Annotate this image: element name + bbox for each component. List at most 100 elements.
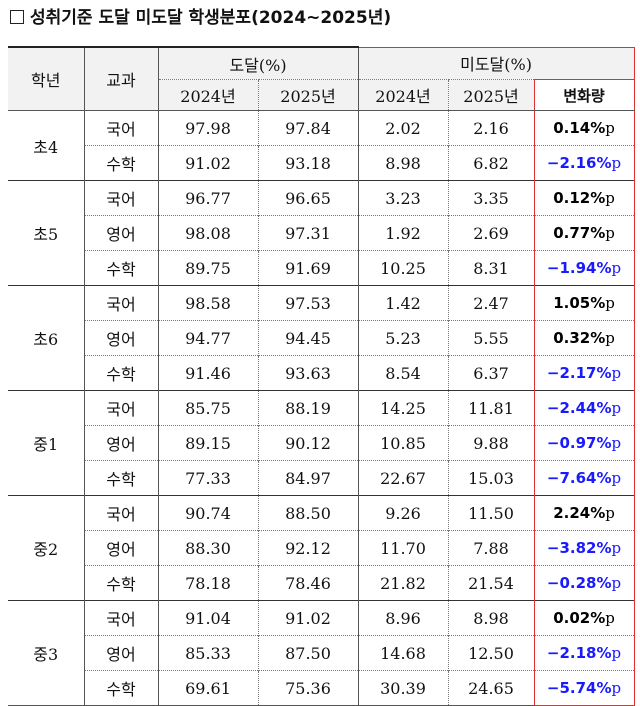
change-value: −3.82%: [546, 539, 612, 557]
reach-2024-cell: 69.61: [157, 670, 258, 706]
change-cell: −0.28%p: [533, 565, 635, 601]
header-grade: 학년: [8, 46, 84, 111]
table-row: 수학 78.18 78.46 21.82 21.54 −0.28%p: [8, 565, 635, 601]
reach-2024-cell: 98.08: [157, 215, 258, 251]
reach-2024-cell: 91.04: [157, 600, 258, 636]
change-value: 0.02%: [553, 609, 606, 627]
nonreach-2025-cell: 11.81: [447, 390, 535, 426]
change-cell: −2.44%p: [533, 390, 635, 426]
nonreach-2025-cell: 21.54: [447, 565, 535, 601]
change-cell: 0.14%p: [533, 110, 635, 146]
nonreach-2025-cell: 8.31: [447, 250, 535, 286]
change-unit: p: [611, 469, 622, 487]
nonreach-2024-cell: 1.92: [357, 215, 449, 251]
reach-2025-cell: 91.02: [257, 600, 359, 636]
reach-2025-cell: 94.45: [257, 320, 359, 356]
change-value: −2.17%: [546, 364, 612, 382]
reach-2025-cell: 93.63: [257, 355, 359, 391]
nonreach-2025-cell: 7.88: [447, 530, 535, 566]
reach-2025-cell: 97.53: [257, 285, 359, 321]
subject-cell: 국어: [83, 390, 158, 426]
reach-2024-cell: 88.30: [157, 530, 258, 566]
change-unit: p: [605, 294, 615, 312]
nonreach-2025-cell: 12.50: [447, 635, 535, 671]
change-cell: −0.97%p: [533, 425, 635, 461]
change-value: 0.14%: [553, 119, 606, 137]
nonreach-2025-cell: 2.16: [447, 110, 535, 146]
reach-2025-cell: 88.50: [257, 495, 359, 531]
reach-2024-cell: 78.18: [157, 565, 258, 601]
subject-cell: 영어: [83, 635, 158, 671]
change-cell: −7.64%p: [533, 460, 635, 496]
table-row: 수학 91.46 93.63 8.54 6.37 −2.17%p: [8, 355, 635, 391]
page-title-text: 성취기준 도달 미도달 학생분포(2024~2025년): [30, 8, 392, 28]
subject-cell: 영어: [83, 425, 158, 461]
change-cell: −2.17%p: [533, 355, 635, 391]
subject-cell: 영어: [83, 215, 158, 251]
nonreach-2024-cell: 8.96: [357, 600, 449, 636]
change-unit: p: [605, 329, 615, 347]
reach-2024-cell: 94.77: [157, 320, 258, 356]
change-value: 0.77%: [553, 224, 606, 242]
change-cell: 0.32%p: [533, 320, 635, 356]
change-unit: p: [611, 434, 622, 452]
change-value: −2.16%: [546, 154, 612, 172]
reach-2024-cell: 85.75: [157, 390, 258, 426]
change-unit: p: [605, 119, 615, 137]
nonreach-2024-cell: 2.02: [357, 110, 449, 146]
change-cell: 1.05%p: [533, 285, 635, 321]
change-cell: 0.02%p: [533, 600, 635, 636]
nonreach-2025-cell: 11.50: [447, 495, 535, 531]
reach-2024-cell: 77.33: [157, 460, 258, 496]
reach-2024-cell: 97.98: [157, 110, 258, 146]
nonreach-2025-cell: 9.88: [447, 425, 535, 461]
subject-cell: 국어: [83, 495, 158, 531]
change-unit: p: [605, 224, 615, 242]
change-unit: p: [611, 399, 622, 417]
reach-2025-cell: 97.31: [257, 215, 359, 251]
subject-cell: 수학: [83, 460, 158, 496]
table-row: 수학 89.75 91.69 10.25 8.31 −1.94%p: [8, 250, 635, 286]
change-cell: −2.18%p: [533, 635, 635, 671]
subject-cell: 국어: [83, 600, 158, 636]
nonreach-2024-cell: 8.98: [357, 145, 449, 181]
change-value: −5.74%: [546, 679, 612, 697]
subject-cell: 국어: [83, 285, 158, 321]
table-row: 수학 69.61 75.36 30.39 24.65 −5.74%p: [8, 670, 635, 706]
reach-2024-cell: 89.15: [157, 425, 258, 461]
reach-2024-cell: 85.33: [157, 635, 258, 671]
change-value: 1.05%: [553, 294, 606, 312]
change-unit: p: [611, 154, 622, 172]
change-unit: p: [611, 259, 622, 277]
change-unit: p: [605, 609, 615, 627]
change-unit: p: [611, 644, 622, 662]
change-unit: p: [611, 679, 622, 697]
nonreach-2025-cell: 6.82: [447, 145, 535, 181]
change-cell: −3.82%p: [533, 530, 635, 566]
reach-2025-cell: 75.36: [257, 670, 359, 706]
change-value: −0.97%: [546, 434, 612, 452]
table-row: 영어 98.08 97.31 1.92 2.69 0.77%p: [8, 215, 635, 251]
table-row: 영어 85.33 87.50 14.68 12.50 −2.18%p: [8, 635, 635, 671]
nonreach-2025-cell: 6.37: [447, 355, 535, 391]
nonreach-2025-cell: 24.65: [447, 670, 535, 706]
subject-cell: 영어: [83, 320, 158, 356]
reach-2025-cell: 92.12: [257, 530, 359, 566]
nonreach-2025-cell: 15.03: [447, 460, 535, 496]
change-value: −0.28%: [546, 574, 612, 592]
header-nonreach: 미도달(%): [357, 46, 635, 80]
change-value: −2.44%: [546, 399, 612, 417]
nonreach-2024-cell: 8.54: [357, 355, 449, 391]
change-unit: p: [605, 189, 615, 207]
change-unit: p: [611, 574, 622, 592]
nonreach-2025-cell: 2.47: [447, 285, 535, 321]
reach-2024-cell: 89.75: [157, 250, 258, 286]
checkbox-square-icon: [10, 10, 24, 24]
table-row: 중3 국어 91.04 91.02 8.96 8.98 0.02%p: [8, 600, 635, 706]
reach-2024-cell: 98.58: [157, 285, 258, 321]
table-row: 영어 88.30 92.12 11.70 7.88 −3.82%p: [8, 530, 635, 566]
subject-cell: 수학: [83, 670, 158, 706]
change-value: −1.94%: [546, 259, 612, 277]
reach-2024-cell: 91.02: [157, 145, 258, 181]
change-value: 2.24%: [553, 504, 606, 522]
